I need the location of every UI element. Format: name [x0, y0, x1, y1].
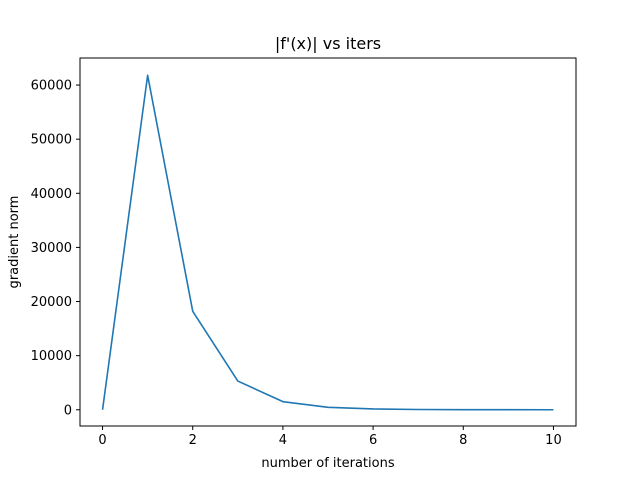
- y-tick-label: 40000: [31, 187, 72, 202]
- y-axis-label: gradient norm: [7, 196, 22, 289]
- plot-background: [80, 58, 576, 426]
- y-tick-label: 20000: [31, 295, 72, 310]
- y-tick-label: 50000: [31, 133, 72, 148]
- x-tick-label: 10: [545, 433, 562, 448]
- x-axis-label: number of iterations: [261, 456, 394, 471]
- x-tick-label: 4: [279, 433, 287, 448]
- y-tick-label: 30000: [31, 241, 72, 256]
- plot-frame: [79, 57, 577, 427]
- x-tick-label: 6: [369, 433, 377, 448]
- chart-title: |f'(x)| vs iters: [275, 34, 381, 53]
- y-tick-label: 10000: [31, 349, 72, 364]
- x-tick-label: 0: [98, 433, 106, 448]
- y-tick-label: 60000: [31, 79, 72, 94]
- series-line: [101, 74, 554, 411]
- x-tick-label: 8: [459, 433, 467, 448]
- y-tick-label: 0: [64, 403, 72, 418]
- chart-marks: 0 2 4 6 8 10 0 10000 20000 30000 40000 50000 60000: [31, 74, 562, 448]
- x-tick-label: 2: [189, 433, 197, 448]
